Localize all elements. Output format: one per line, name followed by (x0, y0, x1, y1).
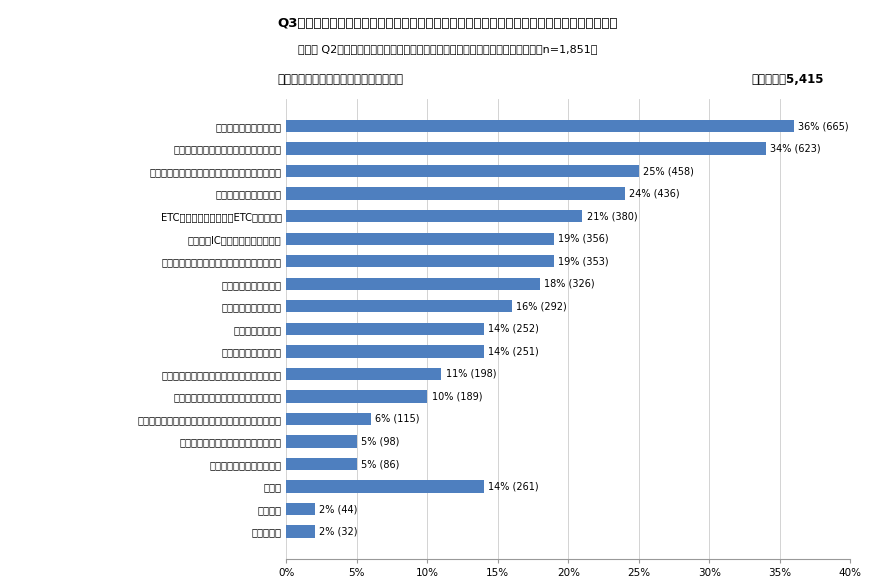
Bar (286, 413, 370, 425)
Bar (286, 458, 357, 470)
Text: Q3：日頃利用する有料道路について、どのような改善が必要だと思いますか。（複数回答）: Q3：日頃利用する有料道路について、どのような改善が必要だと思いますか。（複数回… (277, 17, 617, 30)
Bar (286, 120, 793, 132)
Bar (286, 278, 540, 290)
Text: 19% (353): 19% (353) (558, 256, 609, 266)
Text: 総回答数：5,415: 総回答数：5,415 (750, 73, 823, 86)
Bar (286, 480, 483, 493)
Bar (286, 255, 553, 267)
Bar (286, 391, 427, 403)
Text: 5% (98): 5% (98) (360, 436, 399, 446)
Text: 21% (380): 21% (380) (586, 211, 637, 221)
Text: 16% (292): 16% (292) (516, 301, 566, 311)
Text: 18% (326): 18% (326) (544, 279, 595, 289)
Text: 19% (356): 19% (356) (558, 234, 609, 244)
Text: 5% (86): 5% (86) (360, 459, 399, 469)
Text: 14% (261): 14% (261) (487, 481, 538, 492)
Text: 6% (115): 6% (115) (375, 414, 419, 424)
Text: 10% (189): 10% (189) (431, 392, 482, 402)
Text: 2% (44): 2% (44) (318, 504, 357, 514)
Bar (286, 435, 357, 448)
Bar (286, 345, 483, 357)
Text: 14% (251): 14% (251) (487, 346, 538, 356)
Bar (286, 210, 582, 222)
Text: 11% (198): 11% (198) (445, 369, 495, 379)
Text: 36% (665): 36% (665) (797, 121, 848, 131)
Bar (286, 322, 483, 335)
Text: 24% (436): 24% (436) (628, 189, 679, 198)
Bar (286, 503, 315, 515)
Bar (286, 368, 441, 380)
Text: 対象： Q2で「とても必要」または「どちらかといえば必要」と回答した方　（n=1,851）: 対象： Q2で「とても必要」または「どちらかといえば必要」と回答した方 （n=1… (298, 44, 596, 54)
Bar (286, 143, 764, 155)
Bar (286, 300, 511, 313)
Bar (286, 165, 638, 178)
Text: 25% (458): 25% (458) (642, 166, 693, 176)
Bar (286, 526, 315, 538)
Bar (286, 187, 624, 200)
Text: 34% (623): 34% (623) (769, 144, 820, 154)
Text: 2% (32): 2% (32) (318, 527, 357, 537)
Text: 14% (252): 14% (252) (487, 324, 538, 334)
Text: 【項目別　回答割合】（　）内は回答数: 【項目別 回答割合】（ ）内は回答数 (277, 73, 402, 86)
Bar (286, 232, 553, 245)
